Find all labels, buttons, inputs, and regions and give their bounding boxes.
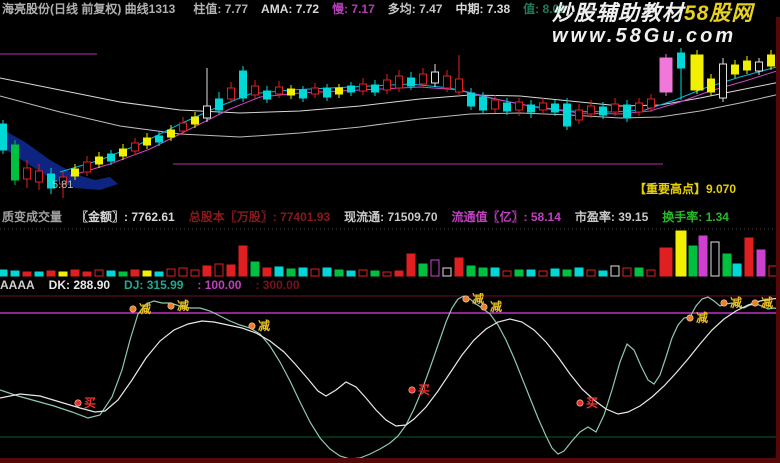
- svg-text:减: 减: [139, 301, 151, 316]
- level-100-value: : 100.00: [197, 278, 242, 292]
- site-watermark: 炒股辅助教材58股网 www.58Gu.com: [552, 2, 778, 48]
- amount-value: 〖金额〗: 7762.61: [76, 210, 175, 224]
- svg-text:减: 减: [472, 293, 484, 306]
- multi-ma-value: 多均: 7.47: [387, 2, 443, 16]
- svg-text:减: 减: [696, 310, 708, 325]
- dj-value: DJ: 315.99: [124, 278, 184, 292]
- low-point-label: 5.81: [52, 179, 74, 191]
- svg-text:减: 减: [258, 318, 270, 333]
- svg-text:减: 减: [490, 299, 502, 314]
- fundamental-info-row: 质变成交量 〖金额〗: 7762.61 总股本〖万股〗: 77401.93 现流…: [0, 207, 780, 226]
- moving-average-lines: [0, 65, 780, 177]
- level-300-value: : 300.00: [255, 278, 300, 292]
- volume-bars-layer: [0, 230, 778, 277]
- slow-line-value: 慢: 7.17: [332, 2, 375, 16]
- watermark-text-white: 炒股辅助教材: [552, 2, 684, 25]
- float-shares-value: 现流通: 71509.70: [344, 210, 438, 224]
- pe-ratio-value: 市盈率: 39.15: [574, 210, 649, 224]
- dk-value: DK: 288.90: [48, 278, 111, 292]
- total-shares-value: 总股本〖万股〗: 77401.93: [188, 210, 331, 224]
- menu-glyph: : ≡: [578, 1, 594, 16]
- midterm-value: 中期: 7.38: [455, 2, 511, 16]
- candles-layer: [0, 48, 775, 198]
- oscillator-name: AAAA: [0, 278, 35, 292]
- svg-text:买: 买: [586, 396, 598, 410]
- bar-value-label: 柱值: 7.77: [193, 2, 249, 16]
- volume-chart-canvas[interactable]: [0, 226, 780, 278]
- oscillator-lines: [0, 295, 780, 458]
- watermark-text-yellow: 58股网: [684, 2, 754, 25]
- ama-value: AMA: 7.72: [261, 1, 320, 16]
- float-cap-value: 流通值〖亿〗: 58.14: [451, 210, 561, 224]
- value-indicator: 值: 8.02: [523, 2, 566, 16]
- window-border-bottom: [0, 458, 780, 463]
- svg-text:减: 减: [177, 298, 189, 313]
- oscillator-chart-canvas[interactable]: 买减 减减买减减买减减减: [0, 293, 780, 458]
- horizontal-level-lines: [0, 53, 663, 165]
- turnover-rate-value: 换手率: 1.34: [662, 210, 729, 224]
- main-candlestick-chart-canvas[interactable]: [0, 17, 780, 207]
- svg-text:买: 买: [84, 396, 96, 410]
- window-border-right: [776, 17, 780, 463]
- svg-text:减: 减: [761, 295, 773, 310]
- watermark-url: www.58Gu.com: [552, 25, 737, 47]
- volume-indicator-name: 质变成交量: [2, 210, 63, 224]
- svg-text:买: 买: [418, 383, 430, 397]
- top-indicator-bar: 海亮股份(日线 前复权) 曲线1313 柱值: 7.77 AMA: 7.72 慢…: [0, 0, 780, 17]
- buy-sell-markers: 买减 减减买减减买减减减: [74, 293, 773, 410]
- stock-title: 海亮股份(日线 前复权) 曲线1313: [2, 2, 176, 16]
- oscillator-header: AAAA DK: 288.90 DJ: 315.99 : 100.00 : 30…: [0, 277, 780, 293]
- svg-text:减: 减: [730, 295, 742, 310]
- important-high-label: 【重要高点】9.070: [634, 182, 737, 196]
- oscillator-level-lines: [0, 295, 780, 438]
